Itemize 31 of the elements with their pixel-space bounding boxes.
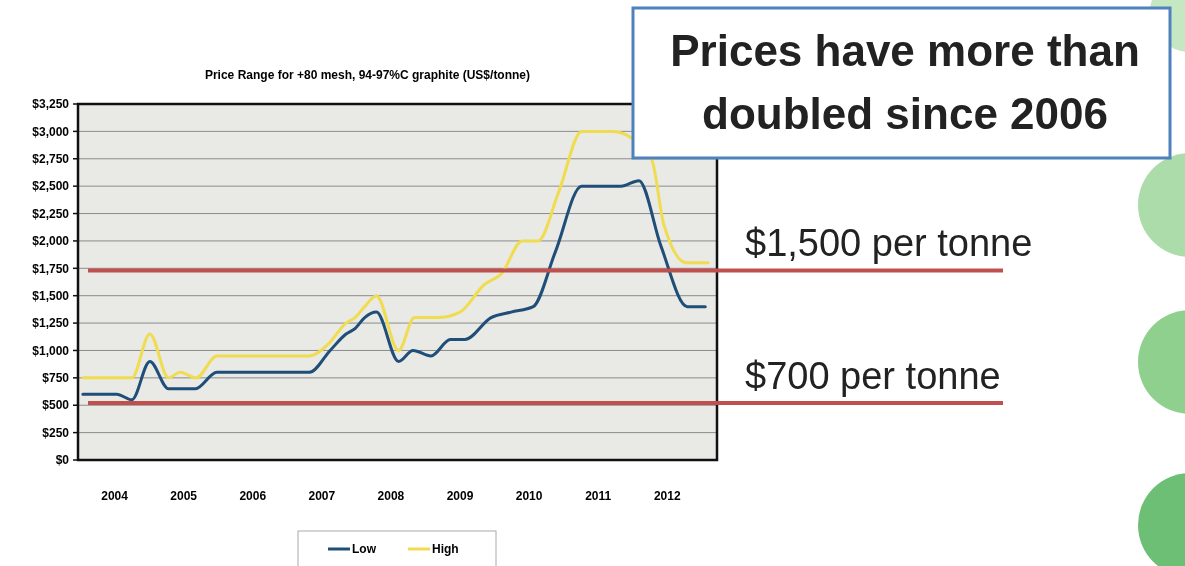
x-tick-label: 2010	[515, 489, 543, 503]
y-tick-label: $1,750	[32, 261, 70, 276]
y-tick-label: $500	[42, 398, 70, 413]
y-tick-label: $2,250	[32, 206, 70, 221]
x-tick-label: 2007	[308, 489, 336, 503]
x-tick-label: 2008	[377, 489, 405, 503]
ref-line-label: $700 per tonne	[745, 355, 1001, 398]
y-tick-label: $0	[55, 453, 70, 468]
line-series	[81, 179, 707, 402]
y-tick-label: $1,000	[32, 343, 70, 358]
legend-label: Low	[352, 542, 377, 557]
x-tick-label: 2011	[585, 489, 612, 503]
x-tick-label: 2012	[653, 489, 681, 503]
y-tick-label: $750	[42, 371, 70, 386]
legend-label: High	[432, 542, 459, 557]
chart-title: Price Range for +80 mesh, 94-97%C graphite (US$/tonne)	[204, 68, 531, 82]
x-tick-label: 2004	[101, 489, 129, 503]
y-tick-label: $250	[42, 425, 70, 440]
y-tick-label: $1,250	[32, 316, 70, 331]
ref-line-label: $1,500 per tonne	[745, 222, 1033, 265]
x-tick-label: 2006	[239, 489, 267, 503]
annotation: Prices have more than doubled since 2006	[670, 26, 1140, 138]
y-tick-label: $2,750	[32, 151, 70, 166]
y-tick-label: $2,500	[32, 179, 70, 194]
x-tick-label: 2009	[446, 489, 474, 503]
y-tick-label: $3,000	[32, 124, 70, 139]
y-tick-label: $3,250	[32, 97, 70, 112]
x-tick-label: 2005	[170, 489, 198, 503]
y-tick-label: $1,500	[32, 288, 70, 303]
y-tick-label: $2,000	[32, 234, 70, 249]
line-series	[81, 129, 710, 380]
